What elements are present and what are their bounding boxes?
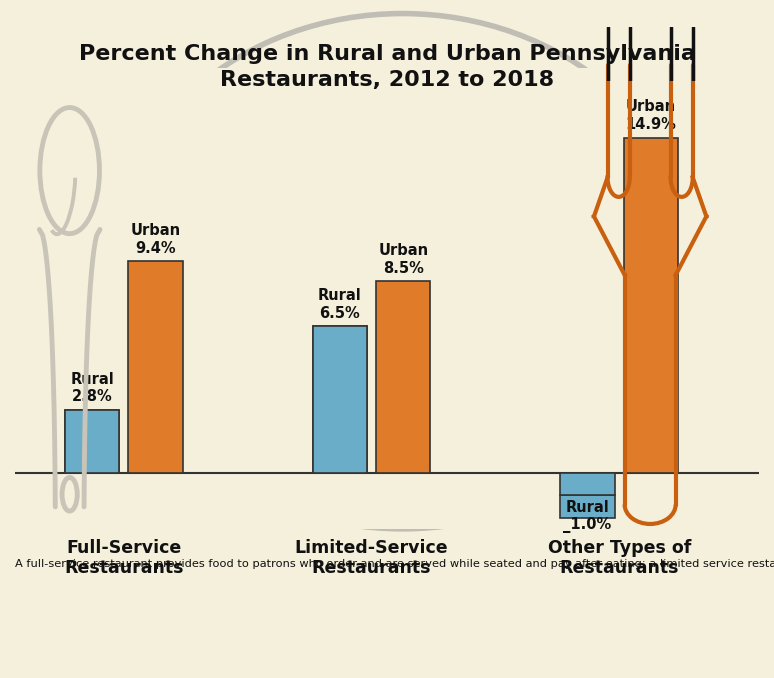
Text: Urban
14.9%: Urban 14.9%: [625, 100, 676, 132]
Text: A full-service restaurant provides food to patrons who order and are served whil: A full-service restaurant provides food …: [15, 559, 774, 570]
Bar: [376, 281, 430, 473]
Bar: [65, 410, 119, 473]
Bar: [560, 495, 615, 517]
Bar: [313, 326, 367, 473]
Bar: [313, 326, 367, 473]
Text: Percent Change in Rural and Urban Pennsylvania
Restaurants, 2012 to 2018: Percent Change in Rural and Urban Pennsy…: [79, 44, 695, 90]
Bar: [65, 410, 119, 473]
Text: Rural
_1.0%: Rural _1.0%: [563, 500, 611, 533]
Bar: [624, 138, 678, 473]
Text: Urban
9.4%: Urban 9.4%: [131, 223, 180, 256]
Bar: [128, 261, 183, 473]
Text: Urban
8.5%: Urban 8.5%: [378, 243, 428, 276]
Text: Rural
6.5%: Rural 6.5%: [318, 288, 361, 321]
Bar: [560, 473, 615, 495]
Text: Rural
2.8%: Rural 2.8%: [70, 372, 114, 404]
